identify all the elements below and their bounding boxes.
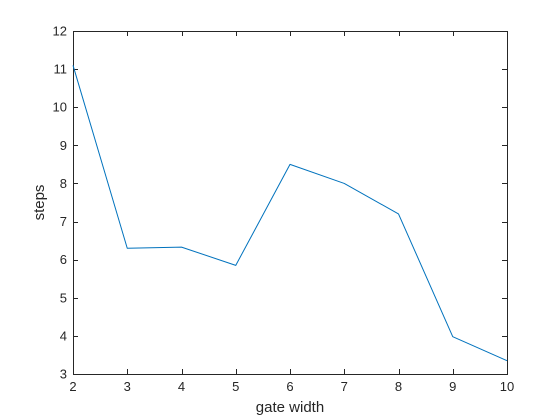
x-axis-title: gate width xyxy=(256,399,324,416)
x-tick-label: 9 xyxy=(449,379,456,394)
x-tick-label: 3 xyxy=(124,379,131,394)
y-axis: 3 4 5 6 7 8 9 10 11 12 xyxy=(53,24,507,382)
x-axis: 2 3 4 5 6 7 8 9 10 xyxy=(69,31,514,394)
y-tick-label: 8 xyxy=(60,176,67,191)
y-tick-label: 4 xyxy=(60,328,67,343)
x-tick-label: 8 xyxy=(395,379,402,394)
series-layer xyxy=(72,65,508,362)
x-tick-label: 6 xyxy=(286,379,293,394)
x-tick-label: 7 xyxy=(341,379,348,394)
x-tick-label: 5 xyxy=(232,379,239,394)
y-tick-label: 3 xyxy=(60,367,67,382)
y-axis-title: steps xyxy=(31,185,48,221)
y-tick-label: 9 xyxy=(60,138,67,153)
series-line xyxy=(72,65,508,362)
y-tick-label: 12 xyxy=(53,24,67,39)
y-tick-label: 7 xyxy=(60,214,67,229)
x-tick-label: 2 xyxy=(69,379,76,394)
x-tick-label: 4 xyxy=(178,379,185,394)
y-tick-label: 10 xyxy=(53,100,67,115)
y-tick-label: 5 xyxy=(60,290,67,305)
y-tick-label: 6 xyxy=(60,252,67,267)
y-tick-label: 11 xyxy=(54,62,68,77)
x-tick-label: 10 xyxy=(500,379,514,394)
